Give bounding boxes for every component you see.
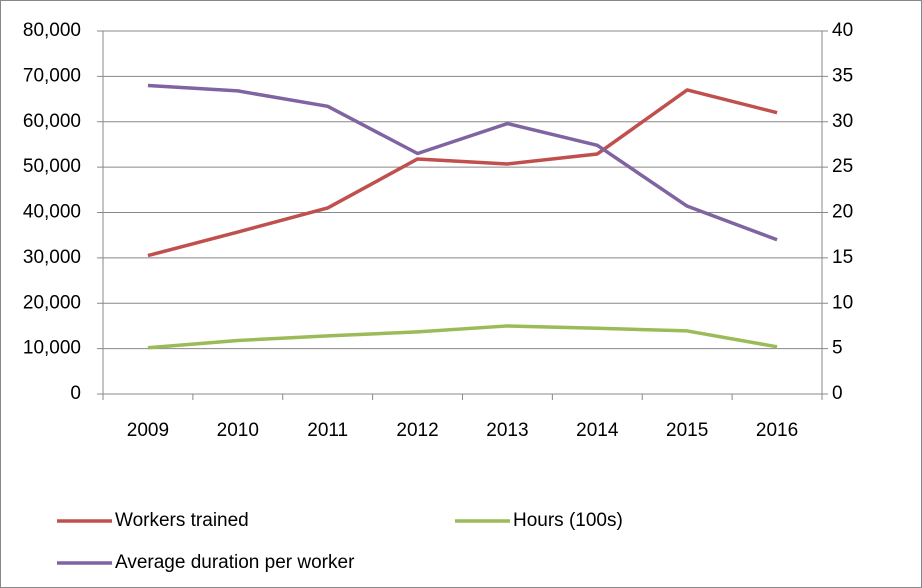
x-tick-label: 2016	[756, 420, 798, 441]
y2-tick-label: 5	[832, 338, 843, 359]
y2-tick-label: 30	[832, 111, 853, 132]
x-tick-label: 2009	[127, 420, 169, 441]
y-tick-label: 0	[70, 383, 81, 404]
x-tick-label: 2010	[217, 420, 259, 441]
y-tick-label: 60,000	[23, 111, 81, 132]
x-tick-label: 2013	[486, 420, 528, 441]
x-tick-label: 2012	[396, 420, 438, 441]
series-line	[147, 88, 778, 258]
y-tick-label: 20,000	[23, 292, 81, 313]
y2-tick-label: 35	[832, 65, 853, 86]
legend-label: Average duration per worker	[115, 552, 355, 573]
y2-tick-label: 25	[832, 156, 853, 177]
series-line	[147, 324, 778, 350]
y-tick-label: 10,000	[23, 338, 81, 359]
y-tick-label: 30,000	[23, 247, 81, 268]
y-tick-label: 70,000	[23, 65, 81, 86]
y-tick-label: 50,000	[23, 156, 81, 177]
x-tick-label: 2015	[666, 420, 708, 441]
y-tick-label: 40,000	[23, 202, 81, 223]
y2-tick-label: 10	[832, 292, 853, 313]
x-tick-label: 2014	[576, 420, 619, 441]
y2-tick-label: 40	[832, 20, 853, 41]
legend-label: Workers trained	[115, 510, 249, 531]
y2-tick-label: 15	[832, 247, 853, 268]
x-tick-label: 2011	[307, 420, 348, 441]
series-line	[147, 83, 778, 242]
legend-label: Hours (100s)	[513, 510, 623, 531]
y2-tick-label: 20	[832, 202, 853, 223]
y2-tick-label: 0	[832, 383, 843, 404]
y-tick-label: 80,000	[23, 20, 81, 41]
